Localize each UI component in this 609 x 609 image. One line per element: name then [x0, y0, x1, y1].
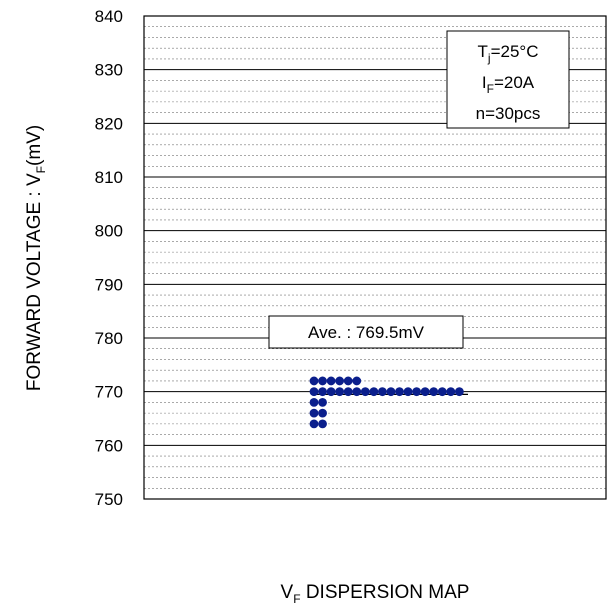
y-tick-label: 770: [95, 383, 123, 402]
data-point: [343, 387, 353, 397]
average-label: Ave. : 769.5mV: [308, 323, 425, 342]
data-point: [318, 376, 327, 386]
x-axis-label: VF DISPERSION MAP: [281, 582, 470, 606]
data-point: [326, 376, 336, 386]
y-tick-label: 830: [95, 61, 123, 80]
condition-n: n=30pcs: [476, 104, 541, 123]
data-point: [352, 387, 362, 397]
y-tick-label: 750: [95, 490, 123, 509]
data-point: [360, 387, 370, 397]
y-axis-label: FORWARD VOLTAGE : VF(mV): [24, 125, 48, 391]
plot-frame: [143, 15, 607, 500]
y-tick-label: 840: [95, 7, 123, 26]
condition-tj: Tj=25°C: [478, 42, 539, 65]
data-point: [318, 419, 327, 429]
data-point: [352, 376, 362, 386]
data-point: [369, 387, 379, 397]
data-point: [403, 387, 413, 397]
average-label-box: Ave. : 769.5mV: [268, 315, 464, 349]
condition-if: IF=20A: [482, 73, 535, 96]
data-point: [437, 387, 447, 397]
data-point: [420, 387, 430, 397]
y-tick-label: 800: [95, 222, 123, 241]
data-point: [326, 387, 336, 397]
data-point: [318, 398, 327, 407]
y-tick-label: 760: [95, 436, 123, 455]
y-tick-label: 810: [95, 168, 123, 187]
data-point: [309, 387, 319, 397]
y-tick-label: 820: [95, 114, 123, 133]
conditions-box: Tj=25°C IF=20A n=30pcs: [446, 30, 570, 129]
y-tick-label: 780: [95, 329, 123, 348]
y-tick-label: 790: [95, 275, 123, 294]
y-tick-labels: 750 760 770 780 790 800 810 820 830 840: [95, 7, 123, 509]
data-point: [386, 387, 396, 397]
data-point: [335, 376, 345, 386]
data-point: [343, 376, 353, 386]
data-point: [309, 419, 319, 429]
conditions-box-frame: [446, 30, 570, 129]
data-point: [309, 398, 319, 407]
data-point: [318, 408, 327, 418]
data-point: [309, 376, 319, 386]
data-point: [318, 387, 327, 397]
data-point: [309, 408, 319, 418]
data-point: [429, 387, 439, 397]
average-label-frame: [268, 315, 464, 349]
data-point: [446, 387, 456, 397]
data-point: [335, 387, 345, 397]
data-point: [378, 387, 387, 397]
data-point: [395, 387, 404, 397]
data-points: [309, 376, 464, 429]
data-point: [454, 387, 464, 397]
data-point: [412, 387, 421, 397]
